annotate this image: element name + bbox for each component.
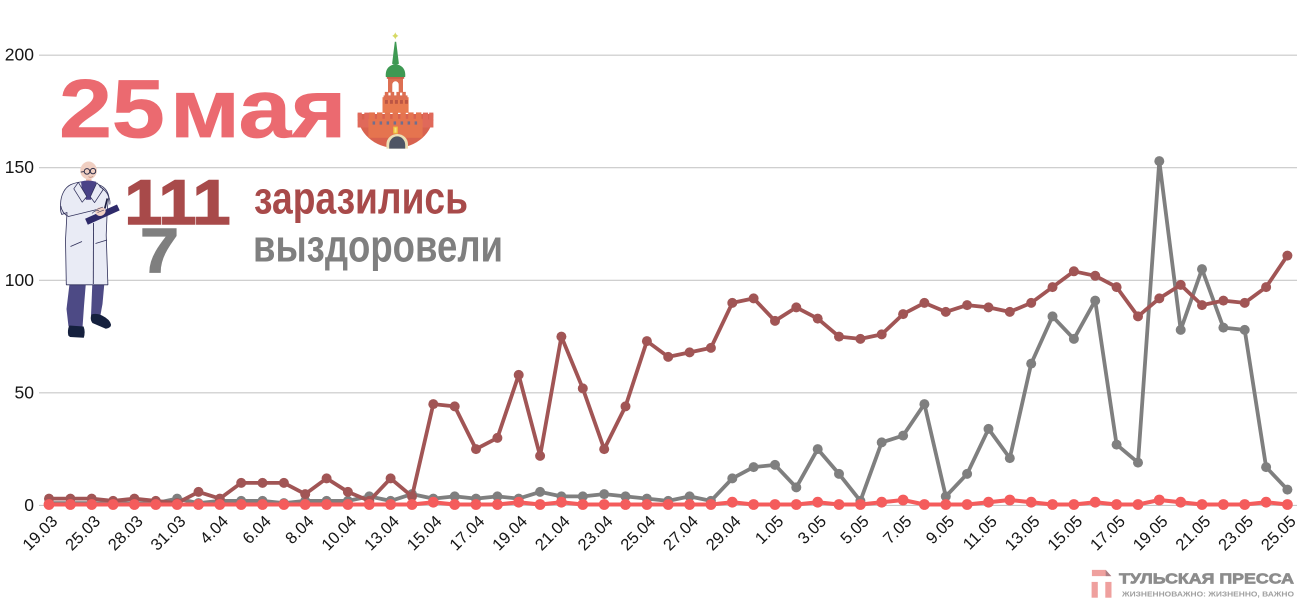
svg-text:150: 150 (5, 157, 34, 177)
svg-text:25: 25 (59, 62, 165, 155)
svg-text:выздоровели: выздоровели (253, 220, 503, 271)
svg-text:ЖИЗНЕННОВАЖНО: ЖИЗНЕННО, ВАЖНО: ЖИЗНЕННОВАЖНО: ЖИЗНЕННО, ВАЖНО (1121, 590, 1294, 599)
svg-text:заразились: заразились (254, 173, 468, 224)
svg-text:100: 100 (5, 270, 34, 290)
svg-text:200: 200 (5, 45, 34, 65)
svg-text:мая: мая (170, 61, 346, 154)
svg-text:0: 0 (24, 495, 34, 515)
svg-text:111: 111 (125, 168, 231, 238)
svg-text:ТУЛЬСКАЯ ПРЕССА: ТУЛЬСКАЯ ПРЕССА (1119, 571, 1294, 588)
svg-text:50: 50 (15, 382, 35, 402)
svg-text:7: 7 (140, 217, 179, 287)
